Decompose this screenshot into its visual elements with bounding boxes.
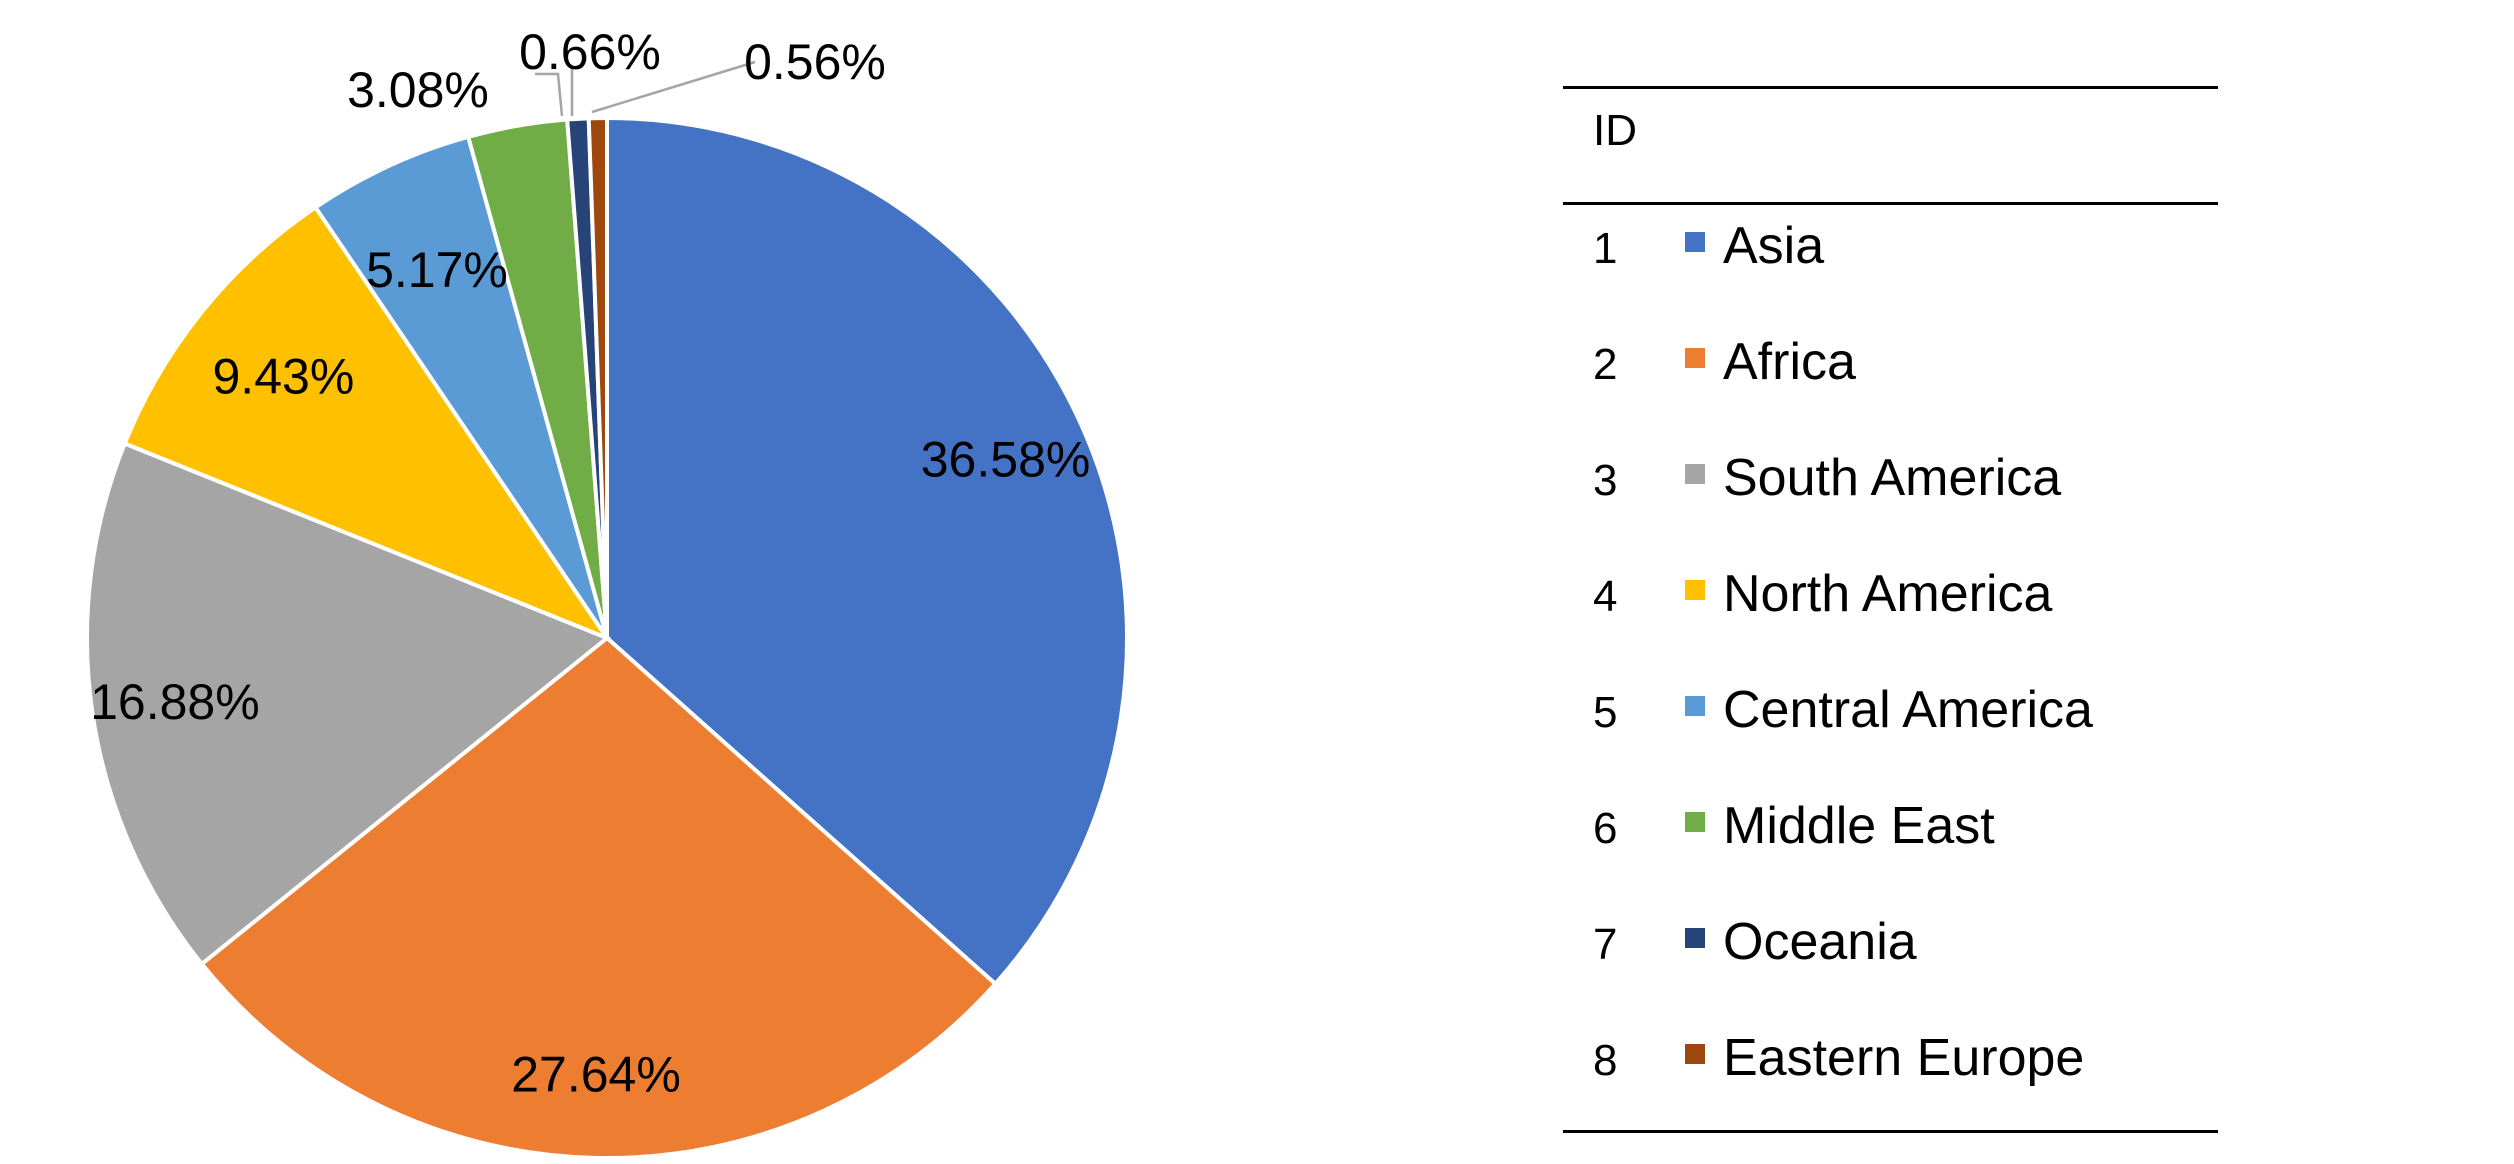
pie-slice: [312, 134, 609, 640]
legend-swatch: [1685, 464, 1705, 484]
legend-swatch: [1685, 232, 1705, 252]
legend-header: ID: [1593, 106, 1637, 155]
legend-swatch: [1685, 928, 1705, 948]
legend-item: 2 Africa: [1563, 326, 2218, 396]
legend-swatch: [1685, 696, 1705, 716]
legend-label: North America: [1723, 565, 2053, 623]
data-label: 16.88%: [90, 674, 260, 730]
legend-swatch: [1685, 580, 1705, 600]
legend-id: 6: [1593, 804, 1618, 853]
data-labels: 36.58% 27.64% 16.88% 9.43%5.17% 3.08% 0.66% 0.…: [90, 24, 1090, 1103]
legend-swatch: [1685, 812, 1705, 832]
pie-slice: [122, 204, 613, 643]
legend-item: 7 Oceania: [1563, 906, 2218, 976]
legend-bottom-rule: [1563, 1130, 2218, 1133]
legend-label: Central America: [1723, 681, 2093, 739]
legend-label: Middle East: [1723, 797, 1995, 855]
legend-label: Eastern Europe: [1723, 1029, 2085, 1087]
legend-top-rule: [1563, 86, 2218, 89]
leader-line: [535, 72, 564, 117]
legend-label: Asia: [1723, 217, 1825, 275]
pie-chart: 36.58% 27.64% 16.88% 9.43%5.17% 3.08% 0.66% 0.…: [85, 24, 1129, 1160]
legend-item: 5 Central America: [1563, 674, 2218, 744]
data-label: 9.43%: [213, 349, 355, 405]
legend-item: 4 North America: [1563, 558, 2218, 628]
legend-label: Oceania: [1723, 913, 1917, 971]
data-label: 0.66%: [519, 24, 661, 80]
data-label: 0.56%: [744, 34, 886, 90]
legend-id: 5: [1593, 688, 1618, 737]
legend-id: 4: [1593, 572, 1618, 621]
leader-lines: [535, 60, 756, 117]
leader-line: [591, 60, 756, 114]
pie-slice: [586, 115, 609, 639]
legend-swatch: [1685, 348, 1705, 368]
data-label: 27.64%: [511, 1047, 681, 1103]
data-label: 5.17%: [366, 242, 508, 298]
pie-slice: [85, 440, 611, 967]
legend-id: 8: [1593, 1036, 1618, 1085]
legend-label: Africa: [1723, 333, 1856, 391]
data-label: 36.58%: [921, 431, 1091, 487]
legend-id: 3: [1593, 456, 1618, 505]
legend-item: 8 Eastern Europe: [1563, 1022, 2218, 1092]
pie-slices: [85, 115, 1129, 1160]
data-label: 3.08%: [347, 62, 489, 118]
legend-item: 1 Asia: [1563, 210, 2218, 280]
pie-slice: [605, 115, 1129, 987]
legend-item: 3 South America: [1563, 442, 2218, 512]
legend-id: 7: [1593, 920, 1618, 969]
legend-id: 2: [1593, 340, 1618, 389]
pie-slice: [198, 635, 999, 1160]
legend-header-rule: [1563, 202, 2218, 205]
legend-label: South America: [1723, 449, 2062, 507]
legend-swatch: [1685, 1044, 1705, 1064]
legend-item: 6 Middle East: [1563, 790, 2218, 860]
legend-id: 1: [1593, 224, 1618, 273]
